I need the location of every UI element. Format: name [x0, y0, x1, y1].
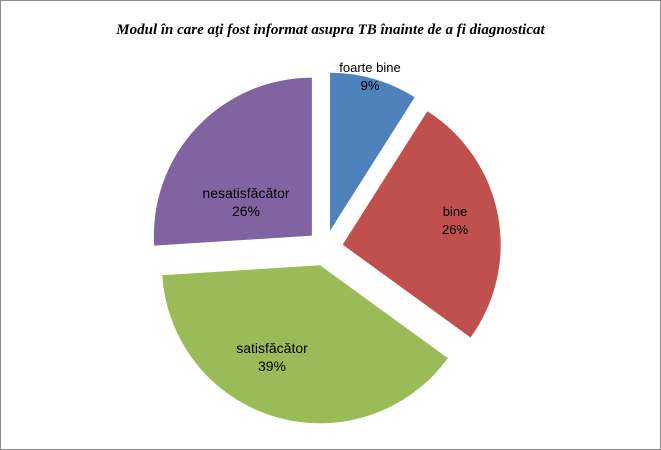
- slice-value-label-3: 39%: [258, 358, 286, 374]
- slice-label-2: bine: [443, 204, 468, 219]
- pie-slice-4: [153, 77, 312, 246]
- pie-slice-3: [162, 265, 448, 424]
- slice-label-4: nesatisfăcător: [202, 185, 289, 201]
- pie-slice-1: [330, 72, 415, 231]
- slice-value-label-4: 26%: [232, 203, 260, 219]
- slice-label-3: satisfăcător: [236, 340, 308, 356]
- slice-value-label-1: 9%: [361, 78, 380, 93]
- slice-label-1: foarte bine: [339, 60, 400, 75]
- chart-title: Modul în care aţi fost informat asupra T…: [116, 22, 545, 38]
- pie-slice-2: [342, 111, 501, 338]
- slice-value-label-2: 26%: [442, 222, 468, 237]
